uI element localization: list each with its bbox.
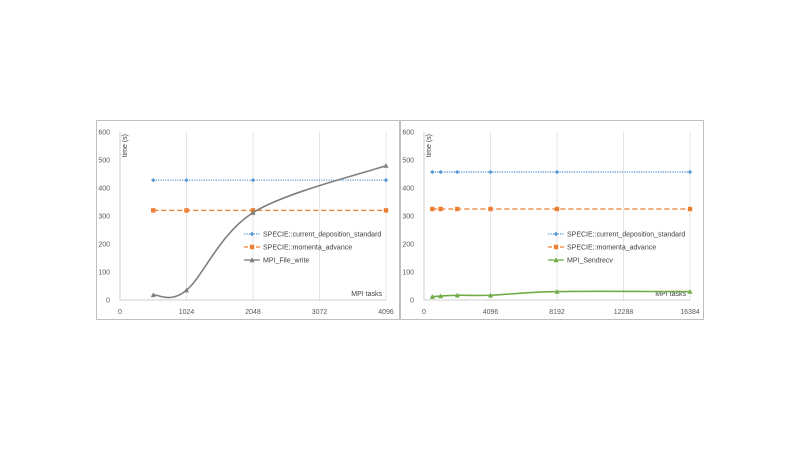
data-point [150,292,156,298]
chart-frame [96,120,400,320]
y-tick-label: 400 [402,186,414,193]
chart-panel-right: 0 100 200 300 400 500 600 0 4096 8192 12288 16384 ti… [400,120,704,320]
legend-marker [553,257,559,263]
y-tick-label: 100 [98,270,110,277]
legend-marker [249,257,255,263]
y-tick-label: 600 [402,130,414,137]
y-tick-label: 200 [402,242,414,249]
data-point [184,287,189,293]
chart-svg: 0 100 200 300 400 500 600 0 1024 2048 3072 4096 time… [98,130,394,317]
data-point [430,206,435,212]
legend-label: MPI_File_write [263,258,309,265]
y-tick-label: 500 [98,158,110,165]
x-tick-label: 12288 [614,309,634,316]
data-point [488,169,493,175]
data-point [430,169,435,175]
data-point [429,294,435,299]
legend-label: SPECIE::current_deposition_standard [567,232,685,239]
data-point [488,292,493,298]
x-tick-label: 4096 [378,309,394,316]
legend-label: MPI_Sendrecv [567,258,613,265]
data-point [687,206,693,212]
data-point [184,177,189,183]
chart-svg: 0 100 200 300 400 500 600 0 4096 8192 12288 16384 ti… [402,130,700,317]
data-point [383,208,389,213]
data-point [554,289,560,294]
x-axis-title: MPI tasks [655,291,686,298]
data-point [151,177,156,183]
data-point [151,208,156,213]
data-point [250,210,256,215]
x-tick-label: 4096 [483,309,499,316]
legend-marker [249,231,255,237]
data-point [554,169,560,175]
data-point [383,163,389,168]
y-axis-title: time (s) [426,134,433,157]
data-point [455,169,460,175]
x-axis-title: MPI tasks [351,291,382,298]
chart-panel-left: 0 100 200 300 400 500 600 0 1024 2048 3072 4096 time… [96,120,400,320]
data-point [488,206,493,212]
legend-marker [249,244,255,250]
data-point [438,206,443,212]
y-tick-label: 0 [106,298,110,305]
data-point [250,177,256,183]
y-tick-label: 200 [98,242,110,249]
y-tick-label: 600 [98,130,110,137]
data-point [455,206,460,212]
data-point [438,169,443,175]
x-tick-label: 3072 [312,309,328,316]
y-tick-label: 300 [98,214,110,221]
x-tick-label: 16384 [680,309,700,316]
series-line [153,164,387,299]
legend-label: SPECIE::momenta_advance [263,245,352,252]
legend-label: SPECIE::current_deposition_standard [263,232,381,239]
chart-frame [400,120,704,320]
x-tick-label: 0 [422,309,426,316]
legend-marker [553,231,559,237]
legend-marker [553,244,559,250]
x-tick-label: 2048 [245,309,261,316]
y-tick-label: 400 [98,186,110,193]
data-point [438,293,444,299]
data-point [184,208,189,213]
x-tick-label: 8192 [549,309,565,316]
data-point [454,292,460,298]
y-tick-label: 300 [402,214,414,221]
y-axis-title: time (s) [122,134,129,157]
y-tick-label: 100 [402,270,414,277]
data-point [383,177,389,183]
series-line [432,290,691,298]
y-tick-label: 500 [402,158,414,165]
x-tick-label: 0 [118,309,122,316]
legend-label: SPECIE::momenta_advance [567,245,656,252]
data-point [687,169,693,175]
x-tick-label: 1024 [179,309,195,316]
data-point [554,206,560,212]
data-point [687,289,693,294]
y-tick-label: 0 [410,298,414,305]
